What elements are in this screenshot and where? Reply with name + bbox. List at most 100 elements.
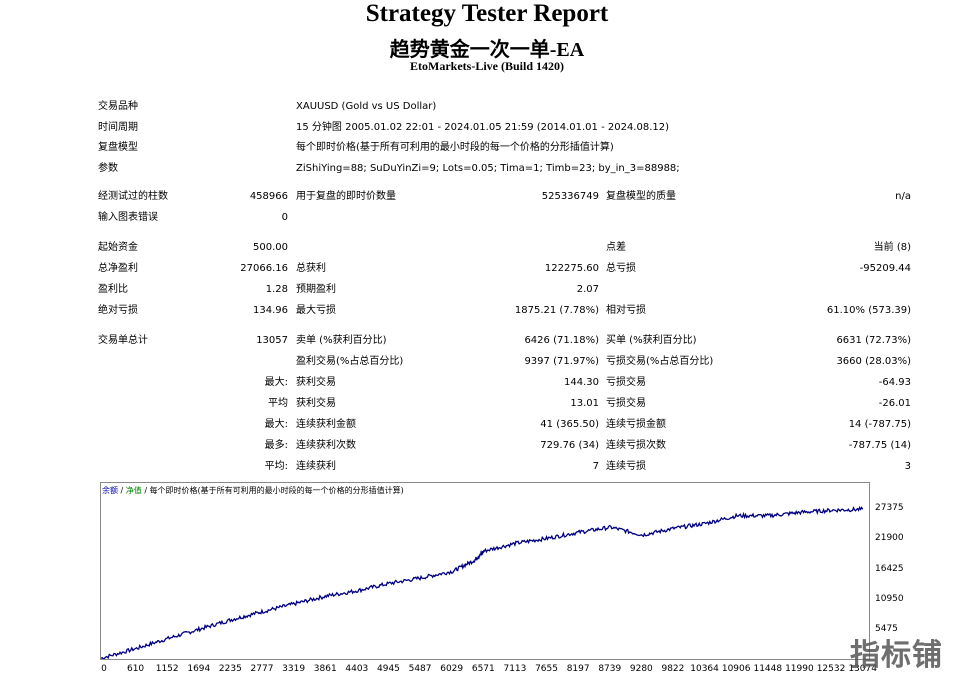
x-tick-label: 11448 <box>753 664 783 674</box>
x-tick-label: 610 <box>126 664 145 674</box>
avg-cons-loss-value: 3 <box>904 461 911 472</box>
x-tick-label: 10364 <box>690 664 719 674</box>
model-label: 复盘模型 <box>98 142 138 153</box>
y-tick-label: 27375 <box>875 503 904 514</box>
win-trades-value: 9397 (71.97%) <box>524 356 599 367</box>
period-value: 15 分钟图 2005.01.02 22:01 - 2024.01.05 21:… <box>296 122 670 133</box>
avg-cons-win-label: 连续获利 <box>296 461 336 472</box>
long-trades-label: 买单 (%获利百分比) <box>606 335 697 346</box>
max-drawdown-value: 1875.21 (7.78%) <box>514 305 599 316</box>
x-tick-label: 1152 <box>155 664 179 674</box>
payoff-value: 2.07 <box>576 284 599 295</box>
x-tick-label: 3319 <box>282 664 306 674</box>
deposit-label: 起始资金 <box>98 242 138 253</box>
rel-drawdown-label: 相对亏损 <box>606 305 646 316</box>
bars-label: 经测试过的柱数 <box>98 191 168 202</box>
x-tick-label: 6571 <box>471 664 495 674</box>
ticks-label: 用于复盘的即时价数量 <box>296 191 396 202</box>
quality-label: 复盘模型的质量 <box>606 191 676 202</box>
period-label: 时间周期 <box>98 122 138 133</box>
y-tick-label: 5475 <box>875 623 898 634</box>
legend-model: 每个即时价格(基于所有可利用的最小时段的每一个价格的分形插值计算) <box>149 486 404 495</box>
x-tick-label: 2777 <box>250 664 274 674</box>
x-tick-label: 6029 <box>440 664 464 674</box>
avg-loss-value: -26.01 <box>878 398 911 409</box>
spread-value: 当前 (8) <box>873 242 911 253</box>
legend-separator: / <box>141 486 150 495</box>
chart-svg <box>101 505 864 659</box>
cons-loss-amount-value: 14 (-787.75) <box>848 419 911 430</box>
average-consecutive-prefix: 平均: <box>264 461 288 472</box>
spread-label: 点差 <box>606 242 626 253</box>
model-value: 每个即时价格(基于所有可利用的最小时段的每一个价格的分形插值计算) <box>296 142 614 153</box>
x-tick-label: 13074 <box>848 664 877 674</box>
avg-win-value: 13.01 <box>570 398 599 409</box>
average-prefix: 平均 <box>268 398 288 409</box>
cons-loss-amount-label: 连续亏损金额 <box>606 419 666 430</box>
gross-profit-value: 122275.60 <box>544 263 599 274</box>
x-tick-label: 7113 <box>503 664 527 674</box>
max-drawdown-label: 最大亏损 <box>296 305 336 316</box>
watermark: 指标铺 <box>850 638 943 673</box>
deposit-value: 500.00 <box>253 242 288 253</box>
cons-win-count-value: 729.76 (34) <box>540 440 599 451</box>
ticks-value: 525336749 <box>541 191 599 202</box>
long-trades-value: 6631 (72.73%) <box>836 335 911 346</box>
x-tick-label: 9280 <box>629 664 653 674</box>
rel-drawdown-value: 61.10% (573.39) <box>826 305 911 316</box>
net-profit-label: 总净盈利 <box>98 263 138 274</box>
avg-cons-loss-label: 连续亏损 <box>606 461 646 472</box>
loss-trades-label: 亏损交易(%占总百分比) <box>606 356 714 367</box>
balance-line <box>101 505 864 659</box>
largest-prefix: 最大: <box>264 377 288 388</box>
total-trades-value: 13057 <box>256 335 288 346</box>
legend-equity: 净值 <box>125 486 142 495</box>
x-tick-label: 5487 <box>408 664 432 674</box>
avg-cons-win-value: 7 <box>592 461 599 472</box>
chart-legend: 余额 / 净值 / 每个即时价格(基于所有可利用的最小时段的每一个价格的分形插值… <box>102 485 404 496</box>
x-tick-label: 7655 <box>535 664 558 674</box>
loss-trades-value: 3660 (28.03%) <box>836 356 911 367</box>
ea-name: 趋势黄金一次一单-EA <box>389 39 585 61</box>
y-tick-label: 16425 <box>875 563 904 574</box>
avg-win-label: 获利交易 <box>296 398 336 409</box>
avg-loss-label: 亏损交易 <box>606 398 646 409</box>
abs-drawdown-label: 绝对亏损 <box>98 305 138 316</box>
profit-factor-label: 盈利比 <box>98 284 128 295</box>
y-tick-label: 21900 <box>875 533 904 544</box>
symbol-label: 交易品种 <box>98 101 138 112</box>
report-title: Strategy Tester Report <box>365 0 609 27</box>
quality-value: n/a <box>895 191 911 202</box>
errors-label: 输入图表错误 <box>98 212 158 223</box>
cons-win-amount-value: 41 (365.50) <box>540 419 599 430</box>
largest-win-label: 获利交易 <box>296 377 336 388</box>
cons-loss-count-value: -787.75 (14) <box>848 440 911 451</box>
bars-value: 458966 <box>249 191 288 202</box>
cons-loss-count-label: 连续亏损次数 <box>606 440 666 451</box>
payoff-label: 预期盈利 <box>296 284 336 295</box>
x-tick-label: 9822 <box>661 664 685 674</box>
server-name: EtoMarkets-Live (Build 1420) <box>410 59 564 73</box>
short-trades-value: 6426 (71.18%) <box>524 335 599 346</box>
x-tick-label: 1694 <box>187 664 211 674</box>
balance-chart <box>100 482 870 660</box>
x-tick-label: 4945 <box>377 664 400 674</box>
cons-win-count-label: 连续获利次数 <box>296 440 356 451</box>
gross-profit-label: 总获利 <box>296 263 326 274</box>
x-tick-label: 0 <box>101 664 107 674</box>
x-tick-label: 8197 <box>566 664 590 674</box>
y-tick-label: 10950 <box>875 593 904 604</box>
errors-value: 0 <box>281 212 288 223</box>
x-tick-label: 2235 <box>218 664 242 674</box>
x-tick-label: 4403 <box>345 664 369 674</box>
x-tick-label: 10906 <box>721 664 751 674</box>
abs-drawdown-value: 134.96 <box>253 305 288 316</box>
win-trades-label: 盈利交易(%占总百分比) <box>296 356 404 367</box>
legend-separator: / <box>118 486 126 495</box>
gross-loss-label: 总亏损 <box>606 263 636 274</box>
most-prefix: 最多: <box>264 440 288 451</box>
gross-loss-value: -95209.44 <box>859 263 911 274</box>
legend-balance: 余额 <box>102 486 118 495</box>
net-profit-value: 27066.16 <box>240 263 288 274</box>
profit-factor-value: 1.28 <box>265 284 288 295</box>
